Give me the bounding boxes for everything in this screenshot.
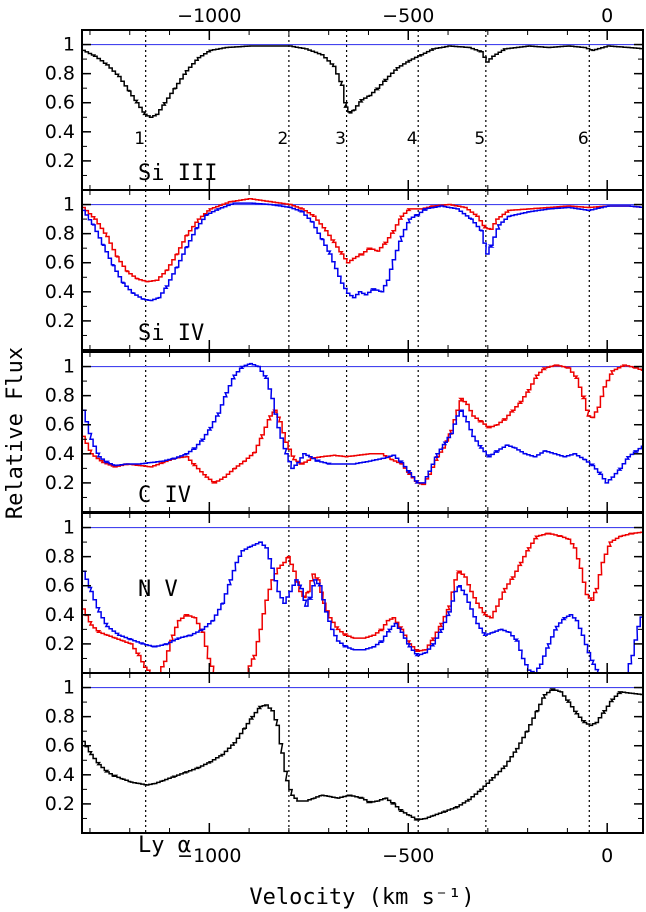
- y-tick-label: 0.4: [45, 121, 75, 143]
- y-tick-label: 0.6: [45, 414, 75, 436]
- y-tick-label: 0.6: [45, 735, 75, 757]
- x-tick-label-bottom: 0: [601, 845, 613, 867]
- ion-label-1: Si III: [138, 161, 217, 186]
- spectrum-red-3: [82, 364, 644, 486]
- component-label-1: 1: [134, 129, 145, 149]
- y-tick-label: 1: [63, 34, 75, 56]
- x-tick-label-bottom: −500: [382, 845, 434, 867]
- panel-frame-5: [81, 672, 644, 834]
- y-tick-label: 0.2: [45, 793, 75, 815]
- ion-label-2: Si IV: [138, 321, 204, 346]
- spectrum-black-5: [82, 688, 644, 821]
- y-tick-label: 0.6: [45, 252, 75, 274]
- y-tick-label: 0.4: [45, 764, 75, 786]
- spectrum-black-1: [82, 45, 644, 119]
- panel-frames-layer: [81, 29, 644, 834]
- y-tick-label: 0.2: [45, 150, 75, 172]
- y-tick-label: 0.8: [45, 385, 75, 407]
- y-tick-label: 0.2: [45, 472, 75, 494]
- y-tick-label: 0.6: [45, 575, 75, 597]
- y-tick-label: 0.4: [45, 604, 75, 626]
- y-tick-label: 1: [63, 356, 75, 378]
- x-tick-label-top: −1000: [177, 5, 241, 27]
- component-label-6: 6: [578, 129, 589, 149]
- spectrum-blue-2: [82, 202, 644, 302]
- panel-frame-2: [81, 189, 644, 351]
- component-label-4: 4: [407, 129, 418, 149]
- component-label-5: 5: [474, 129, 485, 149]
- spectrum-blue-3: [82, 362, 644, 484]
- spectrum-red-4: [82, 531, 644, 674]
- spectra-layer: [82, 45, 644, 821]
- ion-label-4: N V: [138, 577, 178, 602]
- x-tick-label-top: −500: [382, 5, 434, 27]
- x-tick-label-bottom: −1000: [177, 845, 241, 867]
- ion-label-3: C IV: [138, 483, 191, 508]
- ion-label-5: Ly α: [138, 833, 191, 858]
- y-tick-label: 0.8: [45, 706, 75, 728]
- y-tick-label: 0.8: [45, 223, 75, 245]
- y-tick-label: 0.8: [45, 63, 75, 85]
- y-tick-label: 0.6: [45, 92, 75, 114]
- y-tick-label: 0.2: [45, 633, 75, 655]
- component-markers-layer: [145, 30, 590, 833]
- component-label-2: 2: [277, 129, 288, 149]
- text-layer: 0.2 0.4 0.6 0.8 1 Si III 0.2 0.4 0.6 0.8 1 Si IV 0.2…: [3, 5, 613, 910]
- continuum-lines-layer: [82, 43, 643, 689]
- x-axis-title: Velocity (km s⁻¹): [249, 885, 474, 910]
- y-tick-label: 0.2: [45, 310, 75, 332]
- spectrum-blue-4: [82, 541, 644, 674]
- spectrum-red-2: [82, 197, 644, 283]
- component-label-3: 3: [335, 129, 346, 149]
- x-tick-label-top: 0: [601, 5, 613, 27]
- y-tick-label: 0.8: [45, 546, 75, 568]
- y-tick-label: 0.4: [45, 281, 75, 303]
- y-tick-label: 0.4: [45, 443, 75, 465]
- y-tick-label: 1: [63, 677, 75, 699]
- y-tick-label: 1: [63, 194, 75, 216]
- y-tick-label: 1: [63, 517, 75, 539]
- y-axis-title: Relative Flux: [3, 347, 28, 519]
